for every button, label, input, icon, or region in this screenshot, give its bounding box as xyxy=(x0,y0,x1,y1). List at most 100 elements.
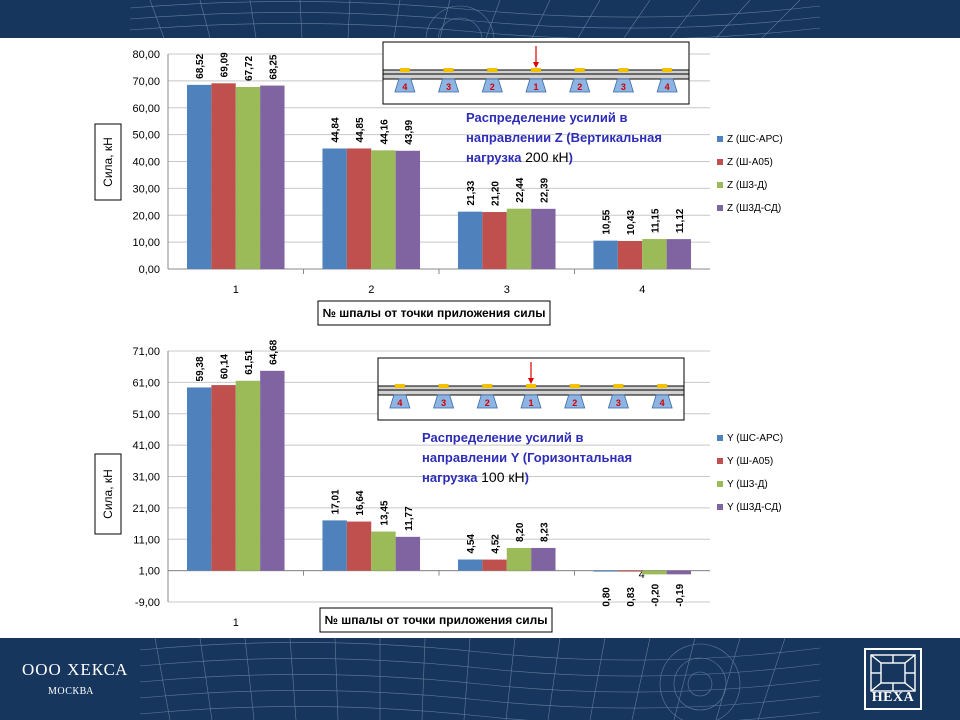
data-label: 21,20 xyxy=(491,181,502,206)
data-label: 11,77 xyxy=(404,506,415,531)
mesh-pattern xyxy=(140,638,820,720)
data-label: -0,20 xyxy=(650,583,661,606)
data-label: 43,99 xyxy=(404,119,415,144)
sleeper-number: 4 xyxy=(397,398,402,408)
y-tick-label: -9,00 xyxy=(135,597,160,609)
chart-y-force: -9,00 1,00 11,00 21,00 31,00 41,00 51,00 61,00 7… xyxy=(94,339,783,633)
data-label: 44,85 xyxy=(355,117,366,142)
data-label: 64,68 xyxy=(268,339,279,364)
legend-entry: Z (Ш-А05) xyxy=(727,157,773,168)
y-tick-label: 10,00 xyxy=(132,237,160,249)
sleeper xyxy=(389,394,411,409)
logo-mark xyxy=(870,654,916,692)
data-label: 11,12 xyxy=(675,208,686,233)
bar xyxy=(211,83,236,270)
data-label: 59,38 xyxy=(195,356,206,381)
legend-entry: Z (ШС-АРС) xyxy=(727,134,783,145)
data-label: 4,52 xyxy=(491,534,502,554)
sleeper xyxy=(612,78,634,93)
sleeper-number: 4 xyxy=(402,82,407,92)
data-label: 8,23 xyxy=(539,522,550,542)
y-tick-label: 40,00 xyxy=(132,157,160,169)
category-label: 4 xyxy=(639,284,645,296)
y-tick-label: 11,00 xyxy=(133,534,160,546)
y-tick-label: 70,00 xyxy=(132,76,160,88)
y-tick-label: 80,00 xyxy=(132,49,160,61)
annotation-line-2: направлении Z (Вертикальная xyxy=(466,130,662,145)
y-axis-label: Сила, кН xyxy=(101,137,115,187)
data-label: 13,45 xyxy=(379,500,390,525)
sleeper-number: 4 xyxy=(665,82,670,92)
bar xyxy=(482,212,507,269)
y-label-box xyxy=(94,123,122,201)
y-label-box xyxy=(94,453,122,535)
x-axis-label: № шпалы от точки приложения силы xyxy=(322,306,545,320)
bar xyxy=(666,570,692,575)
y-tick-label: 30,00 xyxy=(132,183,160,195)
x-label-box xyxy=(317,300,551,326)
legend-swatch xyxy=(717,504,723,510)
sleeper-fastener xyxy=(618,68,629,72)
category-label: 4 xyxy=(639,569,645,581)
mesh-pattern xyxy=(130,0,820,38)
bar xyxy=(642,570,667,575)
sleeper-fastener xyxy=(487,68,498,72)
y-tick-label: 21,00 xyxy=(132,503,160,515)
company-city: МОСКВА xyxy=(48,686,94,697)
data-label: 44,16 xyxy=(379,119,390,144)
legend-swatch xyxy=(717,159,723,165)
sleeper xyxy=(520,394,542,409)
bar xyxy=(531,547,556,571)
bar xyxy=(593,240,618,269)
annotation-line-3: нагрузка 200 кН) xyxy=(466,149,573,165)
sleeper xyxy=(656,78,678,93)
track-schematic: 4 3 2 1 2 3 4 xyxy=(377,357,685,421)
data-label: 0,80 xyxy=(602,587,613,607)
bar xyxy=(211,385,236,571)
legend-entry: Y (ШС-АРС) xyxy=(727,433,783,444)
y-tick-label: 31,00 xyxy=(132,472,160,484)
sleeper-fastener xyxy=(531,68,541,72)
company-logo: HEXA xyxy=(864,648,922,710)
bar xyxy=(235,380,261,571)
annotation-line-1: Распределение усилий в xyxy=(466,110,627,125)
sleeper-number: 3 xyxy=(621,82,626,92)
sleeper-number: 1 xyxy=(528,398,533,408)
legend-entry: Z (Ш3-Д) xyxy=(727,180,767,191)
sleeper xyxy=(564,394,586,409)
bar xyxy=(617,240,643,269)
data-label: 60,14 xyxy=(220,354,231,379)
y-tick-label: 50,00 xyxy=(132,130,160,142)
category-label: 1 xyxy=(233,284,239,296)
company-name: ООО ХЕКСА xyxy=(22,660,129,679)
sleeper-number: 3 xyxy=(441,398,446,408)
data-label: 4,54 xyxy=(466,534,477,554)
sleeper-fastener xyxy=(569,384,580,388)
legend-swatch xyxy=(717,182,723,188)
bar xyxy=(371,150,396,269)
bar xyxy=(371,531,396,571)
bar xyxy=(457,211,483,269)
sleeper xyxy=(476,394,498,409)
sleeper xyxy=(481,78,503,93)
bar xyxy=(666,239,692,269)
bar xyxy=(531,208,556,269)
y-tick-label: 0,00 xyxy=(139,264,160,276)
sleeper-number: 2 xyxy=(485,398,490,408)
bar xyxy=(506,548,532,571)
legend-entry: Y (Ш3Д-СД) xyxy=(727,502,782,513)
x-label-box xyxy=(319,607,553,633)
bar xyxy=(457,559,483,571)
sleeper-fastener xyxy=(613,384,624,388)
data-label: 68,52 xyxy=(195,53,206,78)
sleeper-number: 3 xyxy=(446,82,451,92)
data-label: 61,51 xyxy=(244,349,255,374)
data-label: 69,09 xyxy=(220,52,231,77)
data-label: 11,15 xyxy=(650,208,661,233)
bar xyxy=(395,150,421,269)
data-label: 17,01 xyxy=(331,489,342,514)
data-label: 68,25 xyxy=(268,54,279,79)
y-tick-label: 1,00 xyxy=(139,566,160,578)
data-label: 44,84 xyxy=(331,117,342,142)
bar xyxy=(395,536,421,571)
